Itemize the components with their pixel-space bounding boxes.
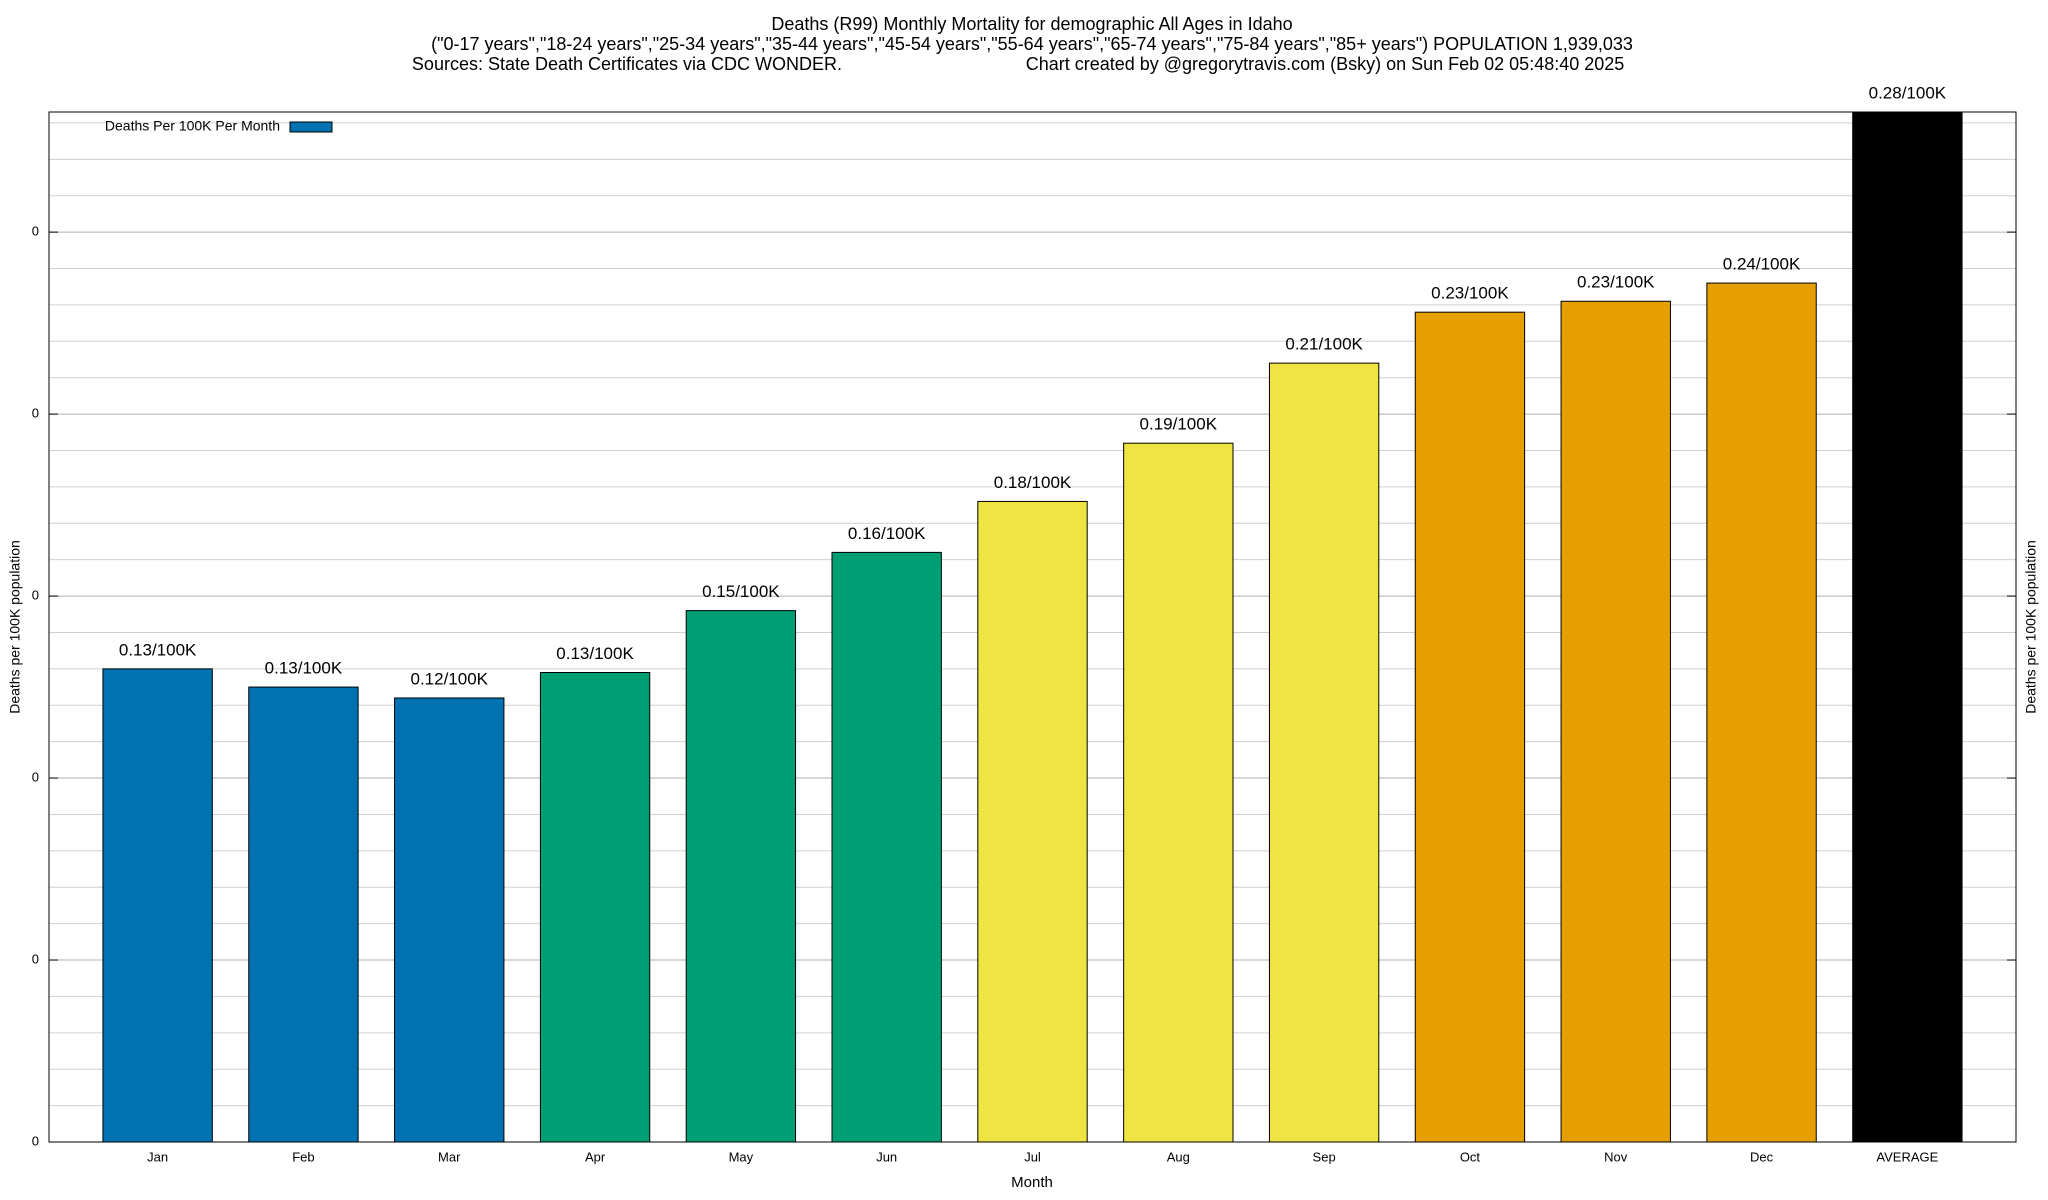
x-tick-label: AVERAGE <box>1876 1149 1938 1164</box>
chart-title: Deaths (R99) Monthly Mortality for demog… <box>771 14 1292 34</box>
x-tick-label: Jul <box>1024 1149 1041 1164</box>
bar <box>1268 362 1380 1143</box>
y-tick-label: 0 <box>32 406 39 421</box>
value-label: 0.23/100K <box>1431 284 1509 303</box>
legend-swatch <box>289 121 333 133</box>
value-label: 0.18/100K <box>994 473 1072 492</box>
value-label: 0.13/100K <box>119 640 197 659</box>
source: Sources: State Death Certificates via CD… <box>412 54 842 74</box>
bar <box>394 697 505 1143</box>
y-axis-label: Deaths per 100K population <box>7 540 23 714</box>
y-tick-label: 0 <box>32 951 39 966</box>
x-tick-label: Dec <box>1750 1149 1774 1164</box>
x-tick-label: Nov <box>1604 1149 1628 1164</box>
bar <box>685 610 797 1143</box>
x-tick-label: Aug <box>1167 1149 1190 1164</box>
x-tick-label: Apr <box>585 1149 606 1164</box>
chart-subtitle: ("0-17 years","18-24 years","25-34 years… <box>431 34 1633 54</box>
bar <box>102 668 213 1143</box>
value-label: 0.24/100K <box>1723 255 1801 274</box>
y-tick-label: 0 <box>32 224 39 239</box>
bar <box>831 551 942 1143</box>
bar <box>539 671 651 1143</box>
plot-frame <box>48 111 2017 1143</box>
bar <box>1123 442 1234 1143</box>
x-axis-label: Month <box>1011 1174 1053 1191</box>
x-tick-label: Oct <box>1460 1149 1481 1164</box>
value-label: 0.23/100K <box>1577 273 1655 292</box>
value-label: 0.28/100K <box>1869 83 1947 102</box>
x-tick-label: Feb <box>292 1149 314 1164</box>
value-label: 0.15/100K <box>702 582 780 601</box>
value-label: 0.16/100K <box>848 524 926 543</box>
y2-axis-label: Deaths per 100K population <box>2023 540 2039 714</box>
bar <box>977 500 1088 1143</box>
x-tick-label: May <box>729 1149 754 1164</box>
x-tick-label: Jun <box>876 1149 897 1164</box>
x-tick-label: Jan <box>147 1149 168 1164</box>
bar <box>1852 111 1963 1143</box>
legend-label: Deaths Per 100K Per Month <box>105 118 280 134</box>
value-label: 0.19/100K <box>1140 415 1218 434</box>
x-tick-label: Mar <box>438 1149 461 1164</box>
y-tick-label: 0 <box>32 1133 39 1148</box>
value-label: 0.21/100K <box>1285 335 1363 354</box>
value-label: 0.13/100K <box>265 659 343 678</box>
bar <box>1560 300 1671 1143</box>
bar <box>1414 311 1526 1143</box>
y-tick-label: 0 <box>32 769 39 784</box>
x-tick-label: Sep <box>1313 1149 1336 1164</box>
credit: Chart created by @gregorytravis.com (Bsk… <box>1026 54 1625 74</box>
value-label: 0.12/100K <box>410 669 488 688</box>
value-label: 0.13/100K <box>556 644 634 663</box>
bar <box>248 686 359 1143</box>
bar <box>1706 282 1817 1143</box>
y-tick-label: 0 <box>32 588 39 603</box>
